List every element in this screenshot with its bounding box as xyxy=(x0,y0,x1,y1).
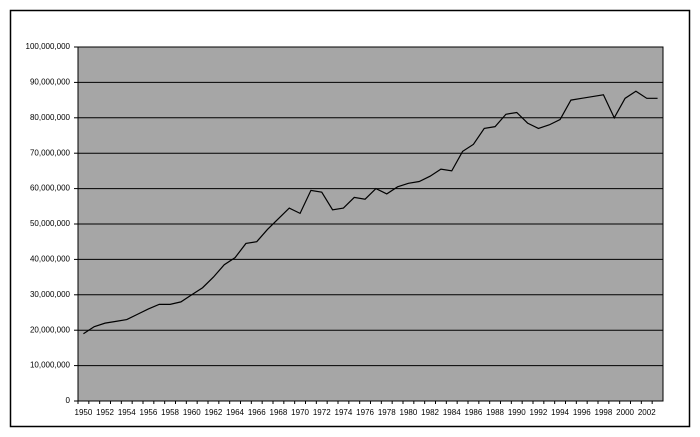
x-tick-label: 1986 xyxy=(465,408,483,417)
x-tick-label: 1966 xyxy=(248,408,266,417)
x-tick-label: 1998 xyxy=(595,408,613,417)
y-tick-label: 20,000,000 xyxy=(30,325,71,334)
x-tick-label: 1980 xyxy=(400,408,418,417)
x-tick-label: 1962 xyxy=(205,408,223,417)
y-tick-label: 40,000,000 xyxy=(30,255,71,264)
y-tick-label: 60,000,000 xyxy=(30,184,71,193)
y-tick-label: 70,000,000 xyxy=(30,148,71,157)
y-tick-label: 30,000,000 xyxy=(30,290,71,299)
x-tick-label: 1988 xyxy=(486,408,504,417)
x-tick-label: 1956 xyxy=(140,408,158,417)
y-tick-label: 100,000,000 xyxy=(26,42,71,51)
x-tick-label: 1976 xyxy=(356,408,374,417)
x-tick-label: 1970 xyxy=(291,408,309,417)
y-tick-label: 50,000,000 xyxy=(30,219,71,228)
x-tick-label: 1994 xyxy=(551,408,569,417)
x-tick-label: 1954 xyxy=(118,408,136,417)
y-tick-label: 10,000,000 xyxy=(30,361,71,370)
x-tick-label: 2000 xyxy=(616,408,634,417)
x-tick-label: 1964 xyxy=(226,408,244,417)
x-tick-label: 1974 xyxy=(335,408,353,417)
x-tick-label: 1996 xyxy=(573,408,591,417)
x-tick-label: 1978 xyxy=(378,408,396,417)
y-tick-label: 90,000,000 xyxy=(30,78,71,87)
x-tick-label: 1958 xyxy=(161,408,179,417)
x-tick-label: 1990 xyxy=(508,408,526,417)
y-tick-label: 0 xyxy=(66,396,71,405)
x-tick-label: 1952 xyxy=(96,408,114,417)
x-tick-label: 1960 xyxy=(183,408,201,417)
x-tick-label: 1992 xyxy=(530,408,548,417)
x-tick-label: 1968 xyxy=(270,408,288,417)
x-tick-label: 2002 xyxy=(638,408,656,417)
data-line xyxy=(83,90,658,335)
x-tick-label: 1984 xyxy=(443,408,461,417)
x-tick-label: 1982 xyxy=(421,408,439,417)
x-tick-label: 1950 xyxy=(75,408,93,417)
x-tick-label: 1972 xyxy=(313,408,331,417)
y-tick-label: 80,000,000 xyxy=(30,113,71,122)
